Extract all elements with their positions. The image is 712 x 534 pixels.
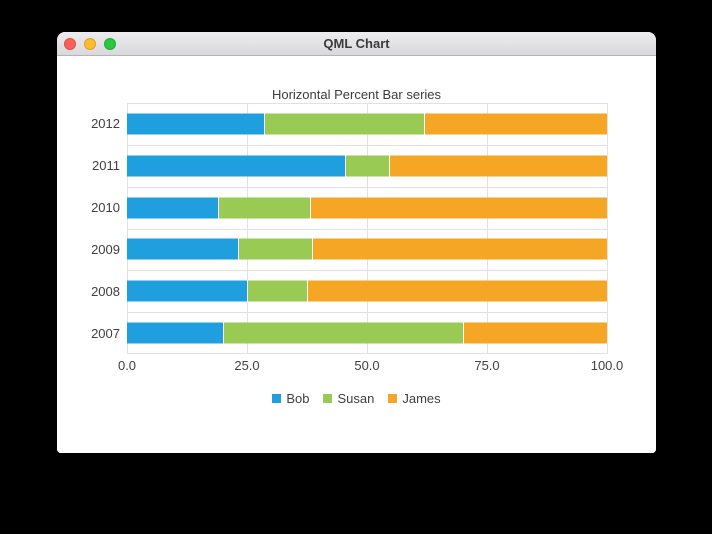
bar-row-2011: [127, 145, 607, 187]
category-label-2011: 2011: [92, 158, 120, 174]
gridline-vertical: [607, 103, 608, 354]
percent-bar-2009: [127, 238, 607, 260]
value-tick-label: 75.0: [474, 358, 500, 373]
bar-segment-bob-2007: [127, 322, 223, 344]
gridline-horizontal: [127, 270, 607, 272]
legend-marker-icon: [323, 393, 333, 403]
legend-marker-icon: [388, 393, 398, 403]
bar-segment-bob-2011: [127, 155, 346, 177]
bar-segment-bob-2009: [127, 238, 238, 260]
chart-title: Horizontal Percent Bar series: [271, 87, 442, 102]
zoom-button-icon[interactable]: [104, 37, 116, 50]
close-button-icon[interactable]: [64, 37, 76, 50]
bar-segment-bob-2010: [127, 197, 219, 219]
minimize-button-icon[interactable]: [84, 37, 96, 50]
legend-item-james: James: [388, 390, 441, 406]
bar-segment-james-2007: [463, 322, 607, 344]
legend: Bob Susan James: [57, 390, 656, 406]
category-label-2012: 2012: [91, 116, 120, 132]
category-label-2009: 2009: [91, 241, 120, 257]
bar-segment-james-2010: [309, 197, 607, 219]
gridline-horizontal: [127, 186, 607, 188]
legend-item-susan: Susan: [323, 391, 374, 406]
bar-segment-james-2012: [424, 113, 607, 135]
traffic-lights: [64, 32, 116, 55]
bar-segment-susan-2010: [218, 197, 310, 219]
value-tick-label: 50.0: [354, 358, 380, 373]
bar-row-2010: [127, 187, 607, 229]
bar-segment-bob-2012: [127, 113, 265, 135]
chart-view: Horizontal Percent Bar series 2012 2011 20…: [57, 56, 656, 453]
plot-area: [127, 103, 608, 354]
gridline-horizontal: [127, 103, 607, 104]
percent-bar-2008: [127, 280, 607, 302]
category-axis-labels: 2012 2011 2010 2009 2008 2007: [57, 103, 120, 354]
gridline-horizontal: [127, 312, 607, 314]
value-axis-labels: 0.0 25.0 50.0 75.0 100.0: [118, 358, 623, 374]
window-title: QML Chart: [323, 36, 390, 51]
bar-segment-susan-2008: [247, 280, 307, 302]
gridline-horizontal: [127, 228, 607, 230]
percent-bar-2010: [127, 197, 607, 219]
category-label-2007: 2007: [91, 325, 120, 341]
bar-segment-susan-2012: [264, 113, 425, 135]
value-tick-label: 100.0: [590, 358, 624, 373]
bar-row-2012: [127, 103, 607, 145]
percent-bar-2012: [127, 113, 607, 135]
legend-marker-icon: [272, 393, 282, 403]
legend-item-bob: Bob: [272, 391, 309, 406]
percent-bar-2007: [127, 322, 607, 344]
bar-segment-susan-2011: [345, 155, 389, 177]
gridline-horizontal: [127, 353, 607, 354]
window-titlebar[interactable]: QML Chart: [57, 32, 656, 56]
bar-segment-james-2008: [307, 280, 607, 302]
legend-label: James: [402, 390, 441, 406]
bar-segment-susan-2007: [223, 322, 463, 344]
gridline-horizontal: [127, 144, 607, 146]
bar-segment-james-2009: [311, 238, 607, 260]
bar-row-2009: [127, 229, 607, 271]
value-tick-label: 0.0: [117, 358, 137, 373]
qml-chart-window: QML Chart Horizontal Percent Bar series …: [57, 32, 656, 453]
legend-label: Susan: [337, 390, 375, 406]
category-label-2008: 2008: [91, 283, 120, 299]
value-tick-label: 25.0: [234, 358, 260, 373]
category-label-2010: 2010: [91, 200, 120, 216]
legend-label: Bob: [286, 390, 310, 406]
percent-bar-2011: [127, 155, 607, 177]
bar-segment-susan-2009: [237, 238, 312, 260]
bar-segment-james-2011: [388, 155, 607, 177]
bar-row-2008: [127, 270, 607, 312]
bar-row-2007: [127, 312, 607, 354]
bar-segment-bob-2008: [127, 280, 247, 302]
